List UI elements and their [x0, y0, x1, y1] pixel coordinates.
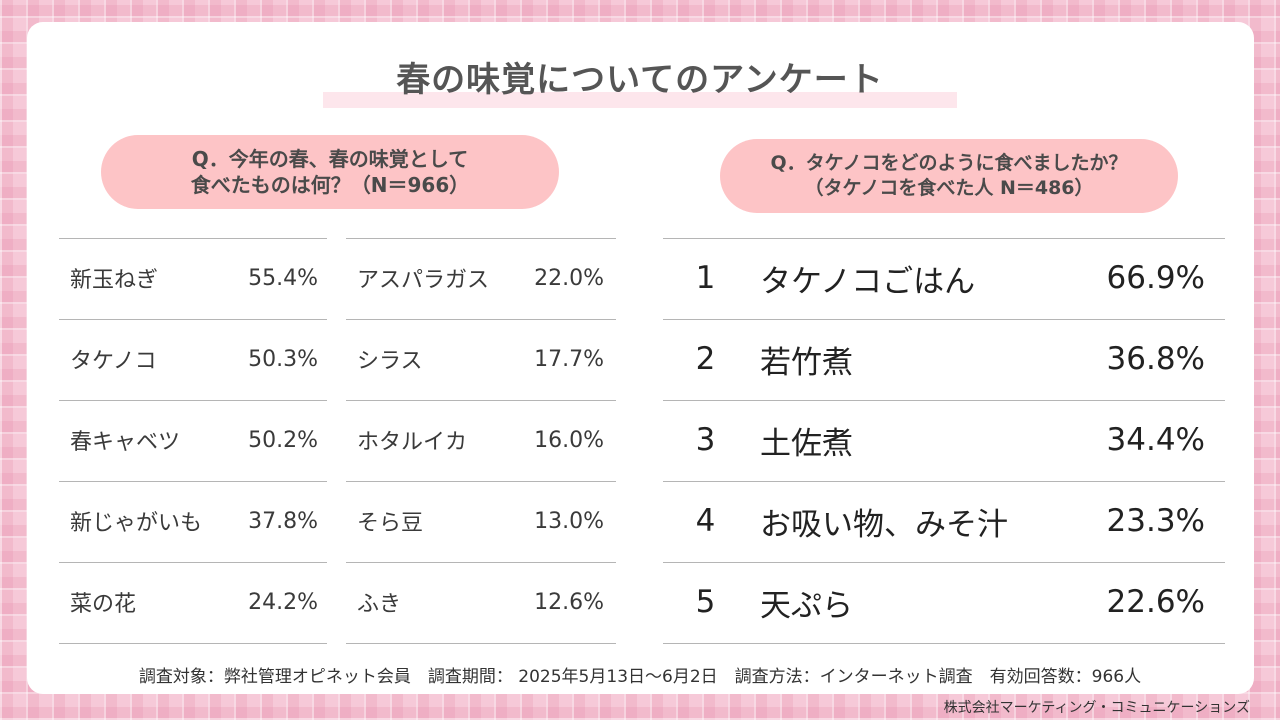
- divider: [59, 238, 327, 239]
- divider: [59, 643, 327, 644]
- page-title: 春の味覚についてのアンケート: [396, 60, 884, 100]
- divider: [346, 562, 616, 563]
- item-percent: 50.3%: [248, 346, 318, 372]
- item-percent: 16.0%: [534, 427, 604, 453]
- ranking-name: タケノコごはん: [760, 263, 976, 300]
- right-question-line1: Q．タケノコをどのように食べましたか？: [770, 152, 1128, 175]
- divider: [346, 319, 616, 320]
- rank-number: 5: [695, 584, 716, 620]
- rank-number: 2: [695, 341, 716, 377]
- ranking-name: 天ぷら: [760, 587, 853, 624]
- list-item: 新玉ねぎ 55.4%: [70, 238, 318, 318]
- ranking-row: 4 お吸い物、みそ汁 23.3%: [663, 481, 1225, 561]
- divider: [663, 238, 1225, 239]
- item-name: そら豆: [357, 511, 424, 536]
- company-credit: 株式会社マーケティング・コミュニケーションズ: [943, 700, 1250, 716]
- survey-footnote: 調査対象：弊社管理オピネット会員 調査期間： 2025年5月13日～6月2日 調…: [138, 667, 1142, 687]
- ranking-row: 2 若竹煮 36.8%: [663, 319, 1225, 399]
- item-percent: 22.0%: [534, 265, 604, 291]
- ranking-percent: 36.8%: [1106, 341, 1205, 377]
- divider: [663, 400, 1225, 401]
- ranking-row: 3 土佐煮 34.4%: [663, 400, 1225, 480]
- list-item: 春キャベツ 50.2%: [70, 400, 318, 480]
- title-underline-band: [323, 92, 957, 108]
- list-item: アスパラガス 22.0%: [357, 238, 604, 318]
- ranking-percent: 34.4%: [1106, 422, 1205, 458]
- list-item: タケノコ 50.3%: [70, 319, 318, 399]
- item-name: ホタルイカ: [357, 430, 468, 455]
- divider: [663, 643, 1225, 644]
- item-percent: 37.8%: [248, 508, 318, 534]
- item-name: アスパラガス: [357, 268, 490, 293]
- item-percent: 13.0%: [534, 508, 604, 534]
- right-question-line2: （タケノコを食べた人 N＝486）: [804, 177, 1094, 199]
- item-percent: 50.2%: [248, 427, 318, 453]
- ranking-percent: 66.9%: [1106, 260, 1205, 296]
- divider: [59, 481, 327, 482]
- item-percent: 24.2%: [248, 589, 318, 615]
- item-percent: 17.7%: [534, 346, 604, 372]
- ranking-row: 1 タケノコごはん 66.9%: [663, 238, 1225, 318]
- rank-number: 4: [695, 503, 716, 539]
- item-percent: 55.4%: [248, 265, 318, 291]
- item-name: 新じゃがいも: [70, 511, 203, 536]
- ranking-row: 5 天ぷら 22.6%: [663, 562, 1225, 642]
- ranking-name: お吸い物、みそ汁: [760, 506, 1008, 543]
- divider: [59, 319, 327, 320]
- item-name: ふき: [357, 592, 402, 617]
- list-item: ホタルイカ 16.0%: [357, 400, 604, 480]
- left-question-line1: Q．今年の春、春の味覚として: [191, 147, 469, 171]
- rank-number: 1: [695, 260, 716, 296]
- divider: [59, 400, 327, 401]
- divider: [346, 643, 616, 644]
- item-name: 新玉ねぎ: [70, 268, 159, 293]
- ranking-name: 若竹煮: [760, 344, 853, 381]
- item-name: タケノコ: [70, 349, 157, 374]
- left-question-line2: 食べたものは何？（N＝966）: [190, 173, 470, 197]
- list-item: ふき 12.6%: [357, 562, 604, 642]
- divider: [346, 481, 616, 482]
- item-name: 菜の花: [70, 592, 137, 617]
- divider: [346, 238, 616, 239]
- item-percent: 12.6%: [534, 589, 604, 615]
- left-question-pill: Q．今年の春、春の味覚として 食べたものは何？（N＝966）: [101, 135, 559, 209]
- divider: [346, 400, 616, 401]
- item-name: 春キャベツ: [70, 430, 181, 455]
- ranking-percent: 23.3%: [1106, 503, 1205, 539]
- item-name: シラス: [357, 349, 423, 374]
- content-card: [27, 22, 1254, 694]
- list-item: そら豆 13.0%: [357, 481, 604, 561]
- list-item: 菜の花 24.2%: [70, 562, 318, 642]
- divider: [59, 562, 327, 563]
- title-area: 春の味覚についてのアンケート: [0, 0, 1280, 110]
- divider: [663, 319, 1225, 320]
- list-item: 新じゃがいも 37.8%: [70, 481, 318, 561]
- ranking-percent: 22.6%: [1106, 584, 1205, 620]
- list-item: シラス 17.7%: [357, 319, 604, 399]
- right-question-pill: Q．タケノコをどのように食べましたか？ （タケノコを食べた人 N＝486）: [720, 139, 1178, 213]
- ranking-name: 土佐煮: [760, 425, 853, 462]
- divider: [663, 481, 1225, 482]
- divider: [663, 562, 1225, 563]
- rank-number: 3: [695, 422, 716, 458]
